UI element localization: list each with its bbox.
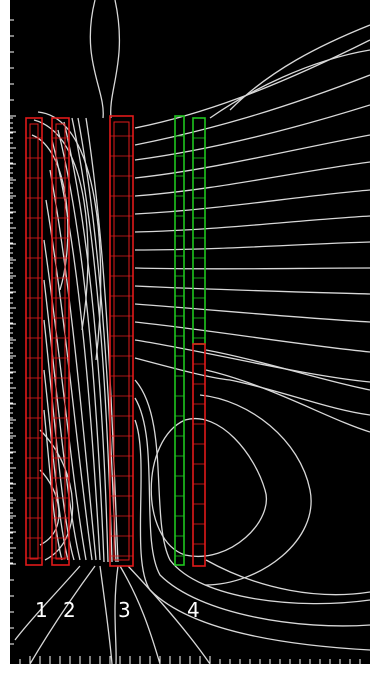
axis-ticks-left [10, 19, 16, 645]
field-line [134, 379, 370, 605]
field-line [134, 321, 370, 353]
coil-2 [51, 117, 70, 566]
coil-label-1: 1 [35, 598, 48, 622]
coil-label-2: 2 [63, 598, 76, 622]
axis-ticks-bottom [19, 656, 361, 664]
field-line [134, 39, 370, 129]
field-line [134, 241, 370, 251]
field-line [77, 117, 117, 563]
field-line [205, 559, 370, 596]
field-line [134, 161, 370, 197]
coil-4-red-outline [192, 343, 206, 567]
coil-3-inner [113, 121, 130, 561]
field-line [49, 169, 97, 561]
field-line [134, 285, 370, 295]
field-line [99, 565, 113, 665]
field-line [110, 0, 121, 119]
coil-2-inner [55, 123, 66, 560]
field-line [134, 74, 370, 146]
coil-4-green-left [174, 115, 185, 566]
field-line [134, 267, 370, 270]
field-line [43, 279, 81, 561]
field-line [45, 199, 93, 561]
field-line [134, 303, 370, 323]
field-line [205, 369, 370, 433]
field-line [14, 565, 81, 641]
coil-1 [25, 117, 43, 566]
coil-1-inner [29, 123, 39, 560]
field-line [31, 134, 69, 291]
coils [25, 115, 206, 567]
field-line [134, 339, 370, 383]
field-line [199, 394, 312, 586]
field-line [134, 104, 370, 161]
field-line [29, 565, 96, 665]
field-line [205, 349, 370, 391]
coil-2-outline [51, 117, 70, 566]
field-line [134, 189, 370, 215]
field-line [63, 121, 109, 563]
coil-label-3: 3 [118, 598, 131, 622]
field-line [209, 49, 370, 119]
field-line [43, 239, 87, 561]
coil-4-red [192, 343, 206, 567]
coil-1-outline [25, 117, 43, 566]
coil-3 [109, 115, 134, 567]
field-line [119, 565, 161, 665]
plot-area [10, 0, 370, 664]
coil-3-outline [109, 115, 134, 567]
field-line [51, 139, 101, 561]
field-line [85, 117, 119, 563]
field-line [134, 357, 370, 416]
field-lines [14, 0, 370, 665]
field-line [134, 397, 370, 627]
field-line [134, 134, 370, 179]
coil-segments [26, 135, 205, 559]
field-line [89, 0, 104, 119]
field-line [114, 565, 119, 665]
coil-4-green-left-outline [174, 115, 185, 566]
coil-label-4: 4 [187, 598, 200, 622]
field-line [134, 215, 370, 233]
field-line [150, 417, 268, 558]
field-line [127, 565, 211, 665]
